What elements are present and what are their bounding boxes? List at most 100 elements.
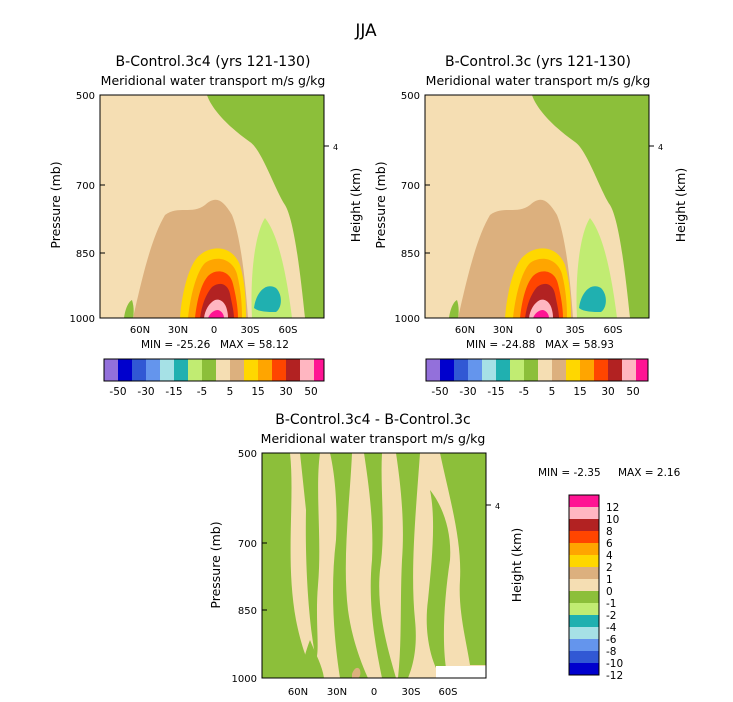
panel-b-cb-swatch-11 bbox=[566, 359, 580, 381]
panel-a-cb-label-7: 30 bbox=[279, 386, 292, 398]
panel-a-xtick-0: 0 bbox=[211, 325, 217, 336]
panel-a-green-region bbox=[207, 95, 324, 318]
panel-b-min: MIN = -24.88 bbox=[466, 339, 535, 351]
panel-a-teal-region bbox=[254, 286, 281, 312]
panel-c-cb-swatch-1 bbox=[569, 495, 599, 507]
panel-a-cb-swatch-4 bbox=[146, 359, 160, 381]
panel-b-cb-label-5: 5 bbox=[549, 386, 556, 398]
panel-c-cb-label-14: -10 bbox=[606, 658, 623, 670]
panel-a-cb-label-5: 5 bbox=[227, 386, 234, 398]
panel-a-min: MIN = -25.26 bbox=[141, 339, 211, 351]
panel-c-ytick-850: 850 bbox=[238, 606, 257, 617]
panel-b-cb-swatch-4 bbox=[468, 359, 482, 381]
panel-b-teal-region bbox=[579, 286, 606, 312]
panel-b-cb-swatch-2 bbox=[440, 359, 454, 381]
panel-b-max: MAX = 58.93 bbox=[545, 339, 614, 351]
panel-b-cb-swatch-10 bbox=[552, 359, 566, 381]
panel-b-ylabel-right: Height (km) bbox=[673, 168, 688, 242]
panel-a-field bbox=[100, 95, 324, 318]
panel-b-cb-label-4: -5 bbox=[519, 386, 529, 398]
panel-c-cb-label-10: -2 bbox=[606, 610, 616, 622]
panel-c-cb-swatch-2 bbox=[569, 507, 599, 519]
panel-a-ytick-1000: 1000 bbox=[70, 314, 95, 325]
panel-b-xtick-60n: 60N bbox=[455, 325, 475, 336]
panel-a-cb-swatch-2 bbox=[118, 359, 132, 381]
panel-b-cb-swatch-3 bbox=[454, 359, 468, 381]
panel-b-ytick-850: 850 bbox=[401, 249, 420, 260]
panel-c-cb-swatch-11 bbox=[569, 615, 599, 627]
panel-a-subtitle: Meridional water transport m/s g/kg bbox=[101, 73, 326, 88]
panel-b-cb-swatch-9 bbox=[538, 359, 552, 381]
panel-c-green-band-3 bbox=[330, 453, 368, 678]
panel-b-xtick-30n: 30N bbox=[493, 325, 513, 336]
panel-b-cb-swatch-13 bbox=[594, 359, 608, 381]
panel-c-cb-label-2: 10 bbox=[606, 514, 619, 526]
panel-a-ticks bbox=[100, 145, 329, 254]
panel-a-xtick-30n: 30N bbox=[168, 325, 188, 336]
panel-a-max: MAX = 58.12 bbox=[220, 339, 289, 351]
panel-a-cb-label-1: -50 bbox=[109, 386, 126, 398]
panel-a-cb-label-2: -30 bbox=[137, 386, 154, 398]
panel-c-cb-label-1: 12 bbox=[606, 502, 619, 514]
panel-a-cb-label-4: -5 bbox=[197, 386, 207, 398]
panel-c-max: MAX = 2.16 bbox=[618, 467, 681, 479]
panel-a-cb-swatch-14 bbox=[286, 359, 300, 381]
panel-c-small-brown-patch bbox=[352, 667, 361, 678]
panel-b-cb-label-3: -15 bbox=[487, 386, 504, 398]
panel-c-field bbox=[262, 453, 486, 678]
panel-c-cb-swatch-6 bbox=[569, 555, 599, 567]
panel-a-cb-swatch-7 bbox=[188, 359, 202, 381]
panel-a-cb-label-6: 15 bbox=[251, 386, 264, 398]
panel-b-cb-label-8: 50 bbox=[626, 386, 639, 398]
panel-a-ytick-500: 500 bbox=[76, 91, 95, 102]
panel-c-cb-label-5: 4 bbox=[606, 550, 613, 562]
panel-b: B-Control.3c (yrs 121-130) Meridional wa… bbox=[373, 54, 688, 398]
panel-c-green-band-6 bbox=[440, 453, 486, 665]
panel-c-green-band-4 bbox=[364, 453, 396, 678]
panel-b-cb-swatch-14 bbox=[608, 359, 622, 381]
panel-b-cb-label-2: -30 bbox=[459, 386, 476, 398]
panel-c-green-band-8 bbox=[300, 640, 324, 678]
panel-c-cb-swatch-14 bbox=[569, 651, 599, 663]
panel-a-ytick-850: 850 bbox=[76, 249, 95, 260]
panel-c-cb-swatch-10 bbox=[569, 603, 599, 615]
panel-b-cb-label-7: 30 bbox=[601, 386, 614, 398]
panel-b-green-region bbox=[532, 95, 649, 318]
panel-b-magenta-region bbox=[533, 310, 549, 318]
panel-c-ytick-700: 700 bbox=[238, 539, 257, 550]
panel-c-cb-swatch-12 bbox=[569, 627, 599, 639]
panel-c-xtick-0: 0 bbox=[371, 687, 377, 698]
panel-c-ytick-1000: 1000 bbox=[232, 674, 257, 685]
panel-c-colorbar: 12 10 8 6 4 2 1 0 -1 -2 -4 -6 -8 -10 -12 bbox=[568, 494, 623, 682]
panel-a-ylabel-right: Height (km) bbox=[348, 168, 363, 242]
panel-a-xtick-30s: 30S bbox=[240, 325, 259, 336]
panel-c-green-band-5 bbox=[396, 453, 420, 678]
panel-c-cb-swatch-15 bbox=[569, 663, 599, 675]
panel-a-cb-swatch-9 bbox=[216, 359, 230, 381]
panel-c-cb-swatch-9 bbox=[569, 591, 599, 603]
panel-c-title: B-Control.3c4 - B-Control.3c bbox=[275, 412, 471, 428]
panel-c-height-tick-4: 4 bbox=[495, 502, 500, 511]
panel-a-cb-label-3: -15 bbox=[165, 386, 182, 398]
panel-b-cb-swatch-7 bbox=[510, 359, 524, 381]
panel-b-ylabel: Pressure (mb) bbox=[373, 161, 388, 248]
panel-a-cb-swatch-6 bbox=[174, 359, 188, 381]
panel-c-ylabel: Pressure (mb) bbox=[208, 521, 223, 608]
panel-b-cb-swatch-12 bbox=[580, 359, 594, 381]
panel-c-cb-label-12: -6 bbox=[606, 634, 617, 646]
panel-b-cb-swatch-6 bbox=[496, 359, 510, 381]
panel-a-height-tick-4: 4 bbox=[333, 143, 338, 152]
panel-b-height-tick-4: 4 bbox=[658, 143, 663, 152]
panel-b-cb-swatch-5 bbox=[482, 359, 496, 381]
panel-b-ytick-500: 500 bbox=[401, 91, 420, 102]
panel-a-cb-swatch-5 bbox=[160, 359, 174, 381]
panel-c-min: MIN = -2.35 bbox=[538, 467, 601, 479]
panel-b-xtick-30s: 30S bbox=[565, 325, 584, 336]
panel-b-ytick-700: 700 bbox=[401, 181, 420, 192]
panel-c-frame bbox=[261, 452, 487, 679]
panel-a-small-green-patch bbox=[124, 300, 134, 318]
panel-c-cb-label-8: 0 bbox=[606, 586, 613, 598]
panel-c-green-band-1 bbox=[262, 453, 318, 678]
panel-c-cb-swatch-8 bbox=[569, 579, 599, 591]
panel-c-cb-label-9: -1 bbox=[606, 598, 616, 610]
